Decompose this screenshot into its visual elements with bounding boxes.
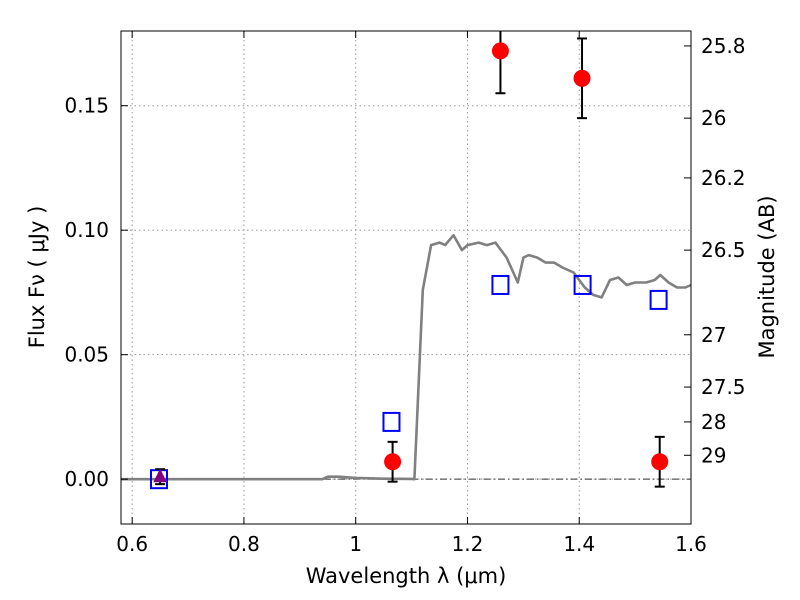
model-photometry-square bbox=[649, 289, 668, 310]
x-tick-label: 0.6 bbox=[116, 532, 148, 556]
series-layer bbox=[121, 31, 692, 490]
x-axis-label: Wavelength λ (μm) bbox=[306, 564, 507, 588]
model-photometry-square bbox=[382, 411, 401, 432]
plot-frame bbox=[120, 30, 692, 525]
y-tick-label: 0.00 bbox=[64, 467, 109, 491]
right-tick-label: 29 bbox=[701, 443, 726, 467]
x-tick-label: 1.4 bbox=[563, 532, 595, 556]
right-tick-label: 25.8 bbox=[701, 34, 746, 58]
right-tick-label: 26.5 bbox=[701, 238, 746, 262]
right-tick-label: 28 bbox=[701, 410, 726, 434]
y-tick-label: 0.15 bbox=[64, 94, 109, 118]
observed-flux-point bbox=[651, 453, 669, 471]
observed-flux-point bbox=[384, 453, 402, 471]
y-axis-right-label: Magnitude (AB) bbox=[755, 195, 779, 358]
tick-layer: 0.6 0.8 1 1.2 1.4 1.6 0.00 0.05 0.10 0.15 25.8 26 26… bbox=[64, 31, 746, 556]
y-axis-label: Flux Fν ( μJy ) bbox=[25, 206, 49, 349]
y-tick-label: 0.10 bbox=[64, 218, 109, 242]
observed-flux-point bbox=[573, 69, 591, 87]
x-tick-label: 1.2 bbox=[452, 532, 484, 556]
model-spectrum-line bbox=[121, 233, 692, 481]
model-photometry-square bbox=[573, 274, 592, 295]
observed-flux-point bbox=[491, 42, 509, 60]
x-tick-label: 1 bbox=[349, 532, 362, 556]
right-tick-label: 27.5 bbox=[701, 375, 746, 399]
right-tick-label: 26.2 bbox=[701, 166, 746, 190]
y-tick-label: 0.05 bbox=[64, 343, 109, 367]
triangle-marker bbox=[153, 468, 167, 483]
right-tick-label: 27 bbox=[701, 323, 726, 347]
x-tick-label: 1.6 bbox=[675, 532, 707, 556]
grid-layer bbox=[121, 31, 692, 524]
right-tick-label: 26 bbox=[701, 106, 726, 130]
x-tick-label: 0.8 bbox=[228, 532, 260, 556]
model-photometry-square bbox=[491, 274, 510, 295]
